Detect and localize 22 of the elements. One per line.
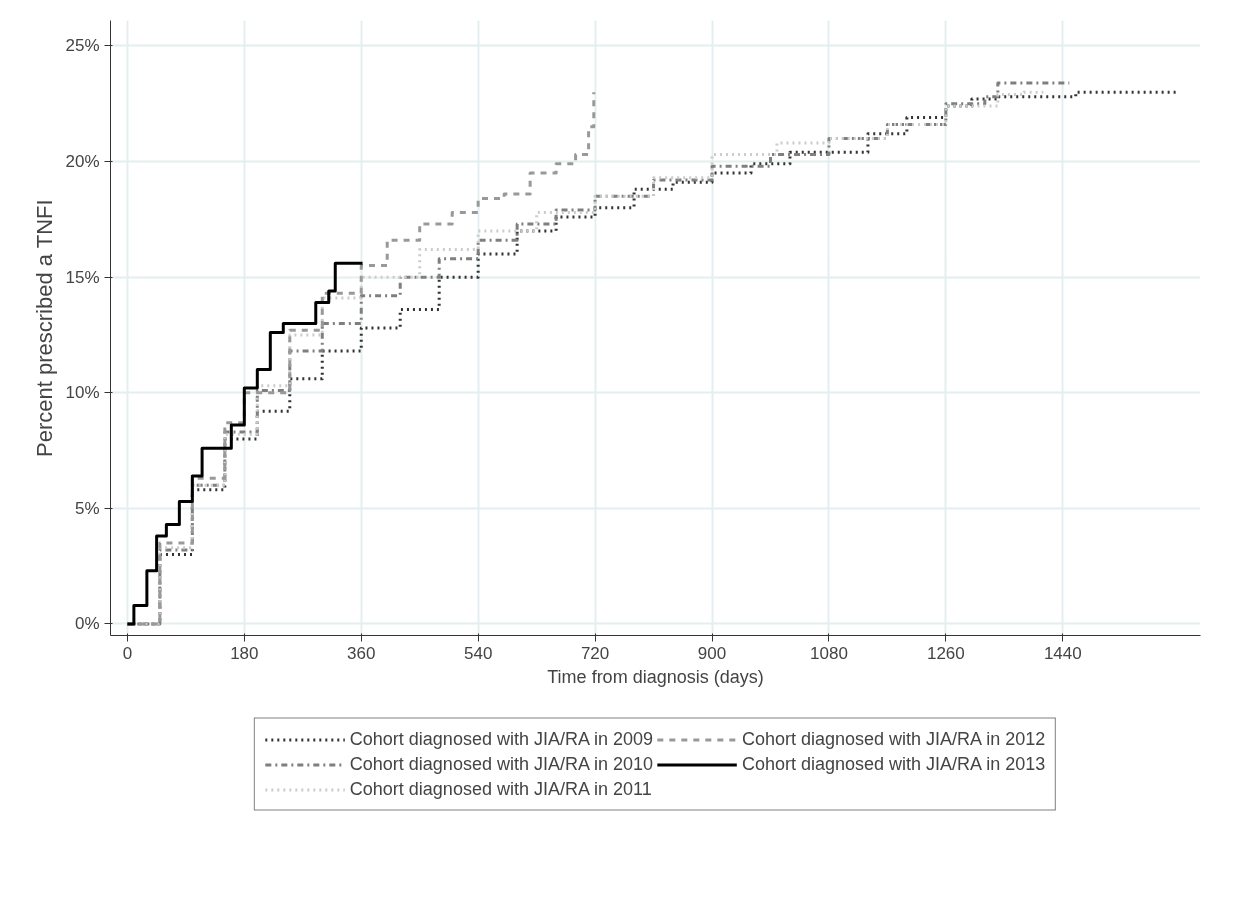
y-tick-label: 0% — [74, 614, 100, 634]
y-axis-title: Percent prescribed a TNFI — [32, 199, 58, 457]
x-axis-title: Time from diagnosis (days) — [547, 666, 764, 687]
legend-label: Cohort diagnosed with JIA/RA in 2009 — [349, 728, 653, 750]
y-tick-label: 10% — [65, 383, 100, 403]
y-tick-label: 5% — [74, 498, 100, 518]
y-tick-label: 20% — [65, 152, 100, 172]
legend-label: Cohort diagnosed with JIA/RA in 2012 — [742, 728, 1046, 750]
legend-label: Cohort diagnosed with JIA/RA in 2010 — [349, 753, 653, 775]
x-tick-label: 900 — [697, 643, 727, 663]
x-tick-label: 180 — [230, 643, 259, 663]
x-tick-label: 1260 — [926, 643, 965, 663]
legend-label: Cohort diagnosed with JIA/RA in 2013 — [742, 753, 1046, 775]
x-tick-label: 1080 — [810, 643, 848, 663]
legend-label: Cohort diagnosed with JIA/RA in 2011 — [349, 778, 652, 800]
y-tick-label: 25% — [65, 36, 100, 56]
x-tick-label: 720 — [580, 643, 610, 663]
x-tick-label: 1440 — [1043, 643, 1082, 663]
x-tick-label: 0 — [122, 643, 133, 663]
x-tick-label: 540 — [463, 643, 493, 663]
x-tick-label: 360 — [347, 643, 376, 663]
y-tick-label: 15% — [65, 267, 100, 287]
